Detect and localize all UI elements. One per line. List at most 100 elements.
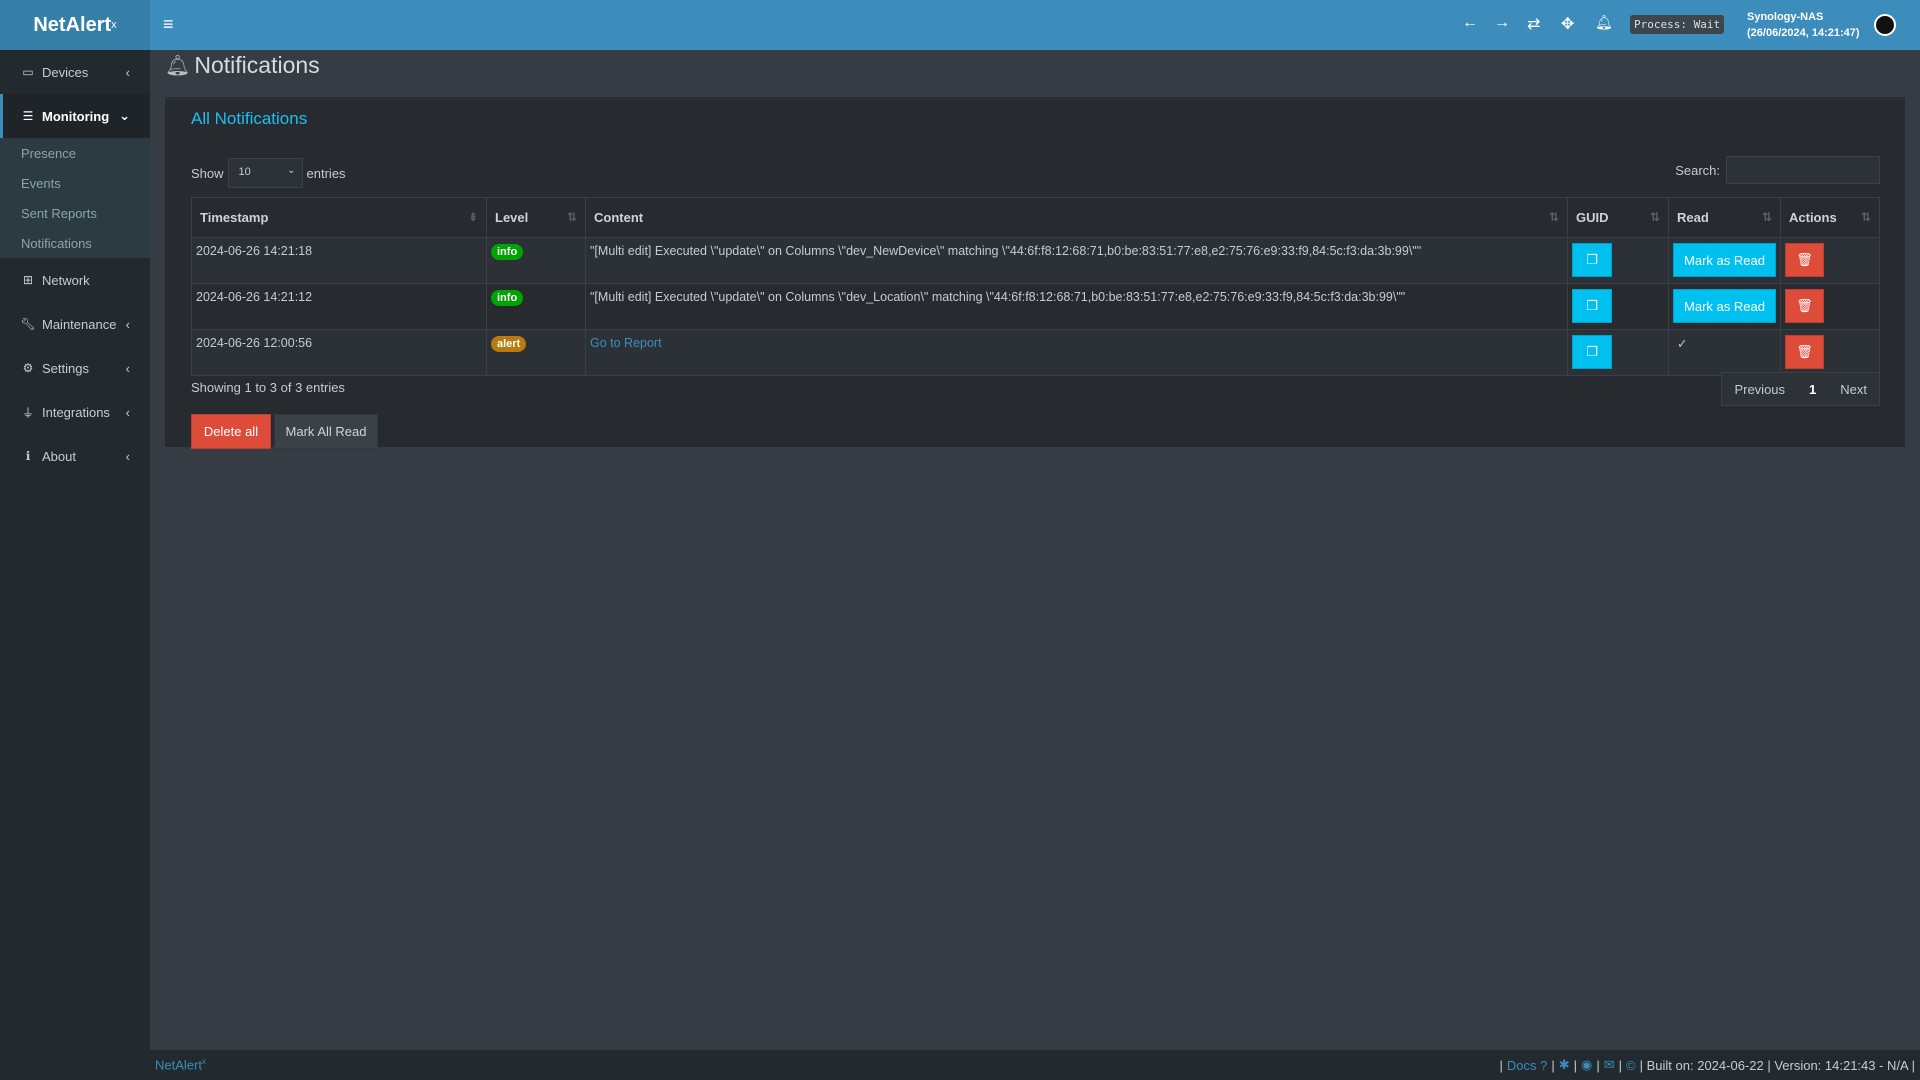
sort-icon: ⇅: [1548, 210, 1559, 224]
copyright-icon[interactable]: ©: [1626, 1057, 1636, 1073]
delete-button[interactable]: 🗑︎: [1785, 289, 1824, 323]
footer-brand[interactable]: NetAlertx: [155, 1057, 206, 1072]
host-datetime: (26/06/2024, 14:21:47): [1747, 27, 1860, 39]
bell-icon: 🔔︎: [165, 55, 191, 77]
go-to-report-link[interactable]: Go to Report: [590, 336, 662, 350]
delete-button[interactable]: 🗑︎: [1785, 335, 1824, 369]
bug-icon[interactable]: ✱: [1558, 1057, 1570, 1072]
sidebar-item-monitoring[interactable]: ☰ Monitoring ⌄: [0, 94, 150, 138]
separator: |: [1618, 1057, 1623, 1073]
submenu-presence[interactable]: Presence: [21, 146, 76, 161]
copy-guid-button[interactable]: ❐: [1572, 243, 1612, 277]
page-size-control: Show 10 ⌄ entries: [191, 158, 346, 188]
sidebar-item-label: Network: [42, 272, 90, 288]
col-label: Read: [1677, 210, 1709, 225]
chevron-left-icon: ‹: [125, 316, 130, 332]
level-badge: alert: [491, 336, 527, 352]
back-icon[interactable]: ←: [1462, 14, 1478, 31]
logo-text: NetAlert: [33, 13, 112, 36]
question-icon: ?: [1540, 1057, 1548, 1073]
trash-icon: 🗑︎: [1796, 252, 1813, 267]
col-label: Actions: [1789, 210, 1837, 225]
bell-icon[interactable]: 🔔︎: [1595, 14, 1613, 30]
copy-guid-button[interactable]: ❐: [1572, 335, 1612, 369]
copy-icon: ❐: [1586, 298, 1598, 313]
plug-icon: ⏚: [21, 405, 34, 420]
separator: |: [1596, 1057, 1600, 1073]
mark-as-read-button[interactable]: Mark as Read: [1673, 289, 1776, 323]
table-info: Showing 1 to 3 of 3 entries: [191, 380, 345, 395]
build-info: | Built on: 2024-06-22 | Version: 14:21:…: [1639, 1057, 1915, 1073]
cell-timestamp: 2024-06-26 12:00:56: [191, 329, 487, 376]
logo-sup: x: [111, 19, 117, 31]
submenu-notifications[interactable]: Notifications: [21, 236, 92, 251]
copy-guid-button[interactable]: ❐: [1572, 289, 1612, 323]
monitoring-submenu: Presence Events Sent Reports Notificatio…: [0, 138, 150, 258]
chevron-left-icon: ‹: [125, 360, 130, 376]
footer-brand-sup: x: [201, 1057, 206, 1067]
sidebar-item-network[interactable]: ⊞ Network: [0, 258, 150, 302]
cell-content: "[Multi edit] Executed \"update\" on Col…: [585, 283, 1568, 330]
col-guid[interactable]: GUID ⇅: [1567, 197, 1669, 238]
sidebar-item-settings[interactable]: ⚙ Settings ‹: [0, 346, 150, 390]
chevron-left-icon: ‹: [125, 404, 130, 420]
sidebar-item-maintenance[interactable]: 🔧︎ Maintenance ‹: [0, 302, 150, 346]
docs-label: Docs: [1506, 1057, 1537, 1073]
mark-all-read-button[interactable]: Mark All Read: [274, 414, 378, 449]
github-icon[interactable]: ◉: [1581, 1057, 1593, 1072]
copy-icon: ❐: [1586, 252, 1598, 267]
docs-link[interactable]: Docs ?: [1507, 1058, 1547, 1073]
sidebar-item-label: Settings: [42, 360, 89, 376]
menu-toggle-icon[interactable]: ≡: [163, 14, 174, 34]
submenu-events[interactable]: Events: [21, 176, 61, 191]
wrench-icon: 🔧︎: [20, 317, 36, 331]
show-label: Show: [191, 165, 224, 181]
table-row: 2024-06-26 12:00:56 alert Go to Report ❐…: [191, 329, 1880, 376]
email-icon[interactable]: ✉: [1603, 1057, 1615, 1072]
page-size-select[interactable]: 10 ⌄: [227, 158, 303, 188]
user-avatar[interactable]: [1874, 14, 1896, 36]
table-row: 2024-06-26 14:21:12 info "[Multi edit] E…: [191, 283, 1880, 330]
col-actions[interactable]: Actions ⇅: [1780, 197, 1880, 238]
laptop-icon: ▭: [22, 65, 34, 79]
sidebar-item-devices[interactable]: ▭ Devices ‹: [0, 50, 150, 94]
sidebar-item-about[interactable]: ℹ About ‹: [0, 434, 150, 478]
cell-timestamp: 2024-06-26 14:21:12: [191, 283, 487, 330]
box-title: All Notifications: [191, 109, 308, 128]
col-timestamp[interactable]: Timestamp ⇟: [191, 197, 487, 238]
col-level[interactable]: Level ⇅: [486, 197, 586, 238]
col-label: Content: [594, 210, 644, 225]
cell-timestamp: 2024-06-26 14:21:18: [191, 237, 487, 284]
col-content[interactable]: Content ⇅: [585, 197, 1568, 238]
chevron-down-icon: ⌄: [287, 165, 296, 176]
page-1-button[interactable]: 1: [1809, 381, 1817, 397]
previous-button[interactable]: Previous: [1734, 381, 1786, 397]
sidebar-item-label: Devices: [42, 64, 89, 80]
footer-links: | Docs ? | ✱ | ◉ | ✉ | © | Built on: 202…: [1499, 1057, 1915, 1073]
chevron-down-icon: ⌄: [119, 108, 130, 123]
next-button[interactable]: Next: [1840, 381, 1867, 397]
sidebar-item-integrations[interactable]: ⏚ Integrations ‹: [0, 390, 150, 434]
mark-as-read-button[interactable]: Mark as Read: [1673, 243, 1776, 277]
search-input[interactable]: [1726, 156, 1880, 184]
submenu-sent-reports[interactable]: Sent Reports: [21, 206, 97, 221]
col-label: Timestamp: [200, 210, 269, 225]
level-badge: info: [491, 290, 524, 306]
trash-icon: 🗑︎: [1796, 298, 1813, 313]
move-icon[interactable]: ✥: [1561, 16, 1575, 33]
col-label: GUID: [1576, 210, 1609, 225]
search-control: Search:: [1675, 156, 1880, 184]
process-status: Process: Wait: [1630, 15, 1725, 34]
delete-button[interactable]: 🗑︎: [1785, 243, 1824, 277]
sort-desc-icon: ⇟: [467, 210, 478, 224]
app-logo[interactable]: NetAlert x: [0, 0, 150, 50]
page-title: 🔔︎ Notifications: [165, 52, 320, 79]
delete-all-button[interactable]: Delete all: [191, 414, 271, 449]
sort-icon: ⇅: [1649, 210, 1660, 224]
trash-icon: 🗑︎: [1796, 344, 1813, 359]
forward-icon[interactable]: →: [1494, 14, 1510, 31]
refresh-icon[interactable]: ⇄: [1527, 16, 1541, 33]
notifications-box: All Notifications Show 10 ⌄ entries Searc…: [165, 97, 1905, 449]
col-read[interactable]: Read ⇅: [1668, 197, 1781, 238]
sort-icon: ⇅: [566, 210, 577, 224]
